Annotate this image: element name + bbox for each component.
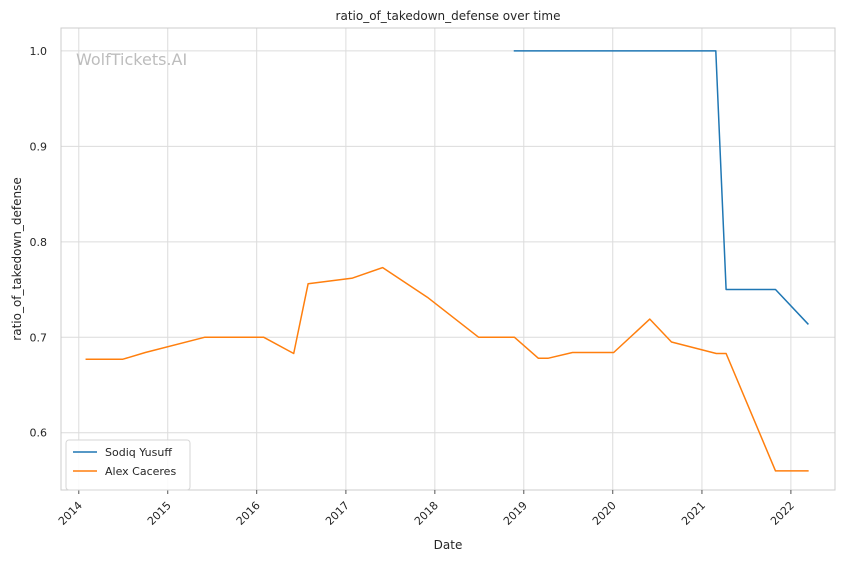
watermark: WolfTickets.AI: [76, 50, 187, 69]
y-axis-label: ratio_of_takedown_defense: [10, 177, 24, 340]
legend-label: Sodiq Yusuff: [105, 446, 172, 459]
y-tick-label: 0.9: [30, 140, 48, 153]
y-axis-ticks: 0.6 0.7 0.8 0.9 1.0: [30, 45, 48, 440]
series-line-sodiq-yusuff: [513, 50, 809, 325]
chart-title: ratio_of_takedown_defense over time: [336, 9, 561, 23]
x-axis-label: Date: [434, 538, 463, 552]
y-tick-label: 0.6: [30, 427, 48, 440]
plot-area-frame: [60, 27, 836, 491]
y-tick-label: 0.7: [30, 331, 48, 344]
y-tick-label: 1.0: [30, 45, 48, 58]
legend: Sodiq Yusuff Alex Caceres: [65, 439, 191, 491]
series-lines: [85, 50, 809, 472]
x-gridlines: [78, 28, 792, 490]
y-gridlines: [61, 50, 835, 434]
x-axis-ticks: 2014 2015 2016 2017 2018 2019 2020 2021 2022: [56, 490, 797, 528]
legend-label: Alex Caceres: [105, 465, 176, 478]
series-line-alex-caceres: [85, 266, 809, 472]
y-tick-label: 0.8: [30, 236, 48, 249]
